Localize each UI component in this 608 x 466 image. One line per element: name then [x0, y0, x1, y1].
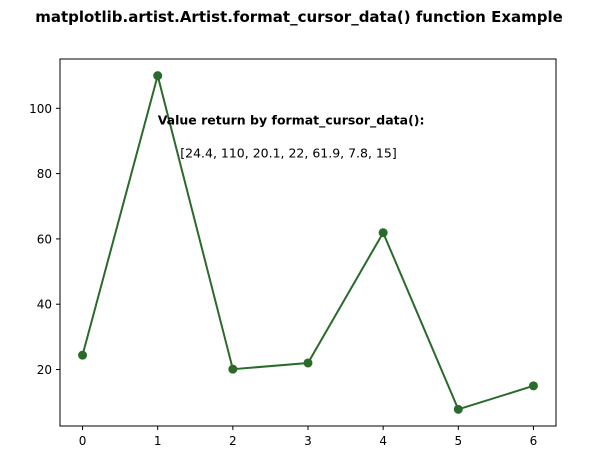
y-tick-label: 100 [29, 102, 52, 116]
annotations: Value return by format_cursor_data(): [24… [158, 113, 425, 161]
x-tick-label: 0 [79, 434, 87, 448]
data-point [303, 358, 313, 368]
x-tick-label: 2 [229, 434, 237, 448]
data-point [228, 364, 238, 374]
annotation-heading: Value return by format_cursor_data(): [158, 113, 425, 129]
data-point [78, 350, 88, 360]
y-tick-label: 20 [37, 363, 52, 377]
x-axis: 0 1 2 3 4 5 6 [79, 426, 538, 448]
x-tick-label: 3 [304, 434, 312, 448]
plot-area [78, 71, 538, 414]
data-point [378, 228, 388, 238]
x-tick-label: 5 [454, 434, 462, 448]
x-tick-label: 1 [154, 434, 162, 448]
annotation-values: [24.4, 110, 20.1, 22, 61.9, 7.8, 15] [180, 145, 396, 160]
y-tick-label: 80 [37, 167, 52, 181]
y-tick-label: 40 [37, 298, 52, 312]
x-tick-label: 6 [530, 434, 538, 448]
data-point [528, 381, 538, 391]
data-point [153, 71, 163, 81]
y-tick-label: 60 [37, 232, 52, 246]
y-axis: 20 40 60 80 100 [29, 102, 60, 377]
chart-title: matplotlib.artist.Artist.format_cursor_d… [35, 8, 563, 26]
x-tick-label: 4 [379, 434, 387, 448]
data-point [453, 404, 463, 414]
